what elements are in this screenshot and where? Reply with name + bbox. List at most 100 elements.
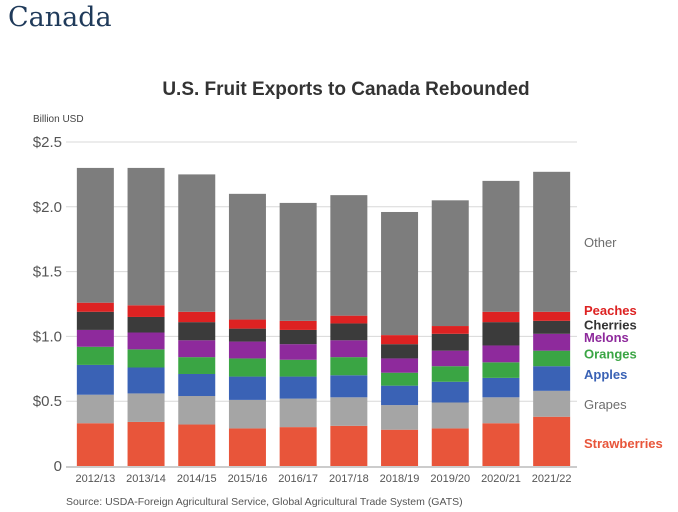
legend-label: Melons [584, 330, 629, 345]
bar-segment [381, 335, 419, 345]
y-tick-label: $0.5 [33, 393, 62, 410]
bar-segment [228, 376, 266, 400]
bar-segment [279, 398, 317, 428]
bar-segment [381, 358, 419, 373]
bar-segment [533, 320, 571, 334]
bar-segment [228, 428, 266, 466]
legend-label: Strawberries [584, 436, 663, 451]
bar-segment [330, 375, 368, 398]
x-tick-label: 2020/21 [481, 473, 521, 485]
bar-segment [178, 373, 216, 397]
x-tick-label: 2019/20 [430, 473, 470, 485]
bar-segment [431, 200, 469, 327]
bar-stack [533, 171, 571, 466]
bar-segment [431, 326, 469, 334]
bar-segment [431, 402, 469, 429]
y-axis-label: Billion USD [33, 114, 84, 125]
bar-segment [279, 202, 317, 321]
bar-stack [482, 180, 520, 466]
x-tick-label: 2012/13 [75, 473, 115, 485]
bar-segment [127, 393, 165, 422]
y-tick-label: $1.0 [33, 328, 62, 345]
bar-segment [533, 333, 571, 351]
bar-stack [228, 193, 266, 466]
bar-segment [228, 319, 266, 329]
bar-segment [228, 193, 266, 320]
bar-segment [330, 425, 368, 466]
bar-segment [279, 344, 317, 360]
bar-stack [178, 174, 216, 466]
bar-segment [178, 322, 216, 341]
bar-segment [127, 305, 165, 317]
y-axis-ticks: 0 $0.5 $1.0 $1.5 $2.0 $2.5 [33, 134, 62, 475]
legend-label: Cherries [584, 317, 637, 332]
bar-segment [127, 316, 165, 333]
bar-segment [127, 332, 165, 350]
bars [76, 167, 571, 466]
bar-stack [76, 167, 114, 466]
x-tick-label: 2017/18 [329, 473, 369, 485]
x-tick-label: 2018/19 [380, 473, 420, 485]
x-axis-ticks: 2012/13 2013/14 2014/15 2015/16 2016/17 2017/… [75, 473, 571, 485]
legend-label: Peaches [584, 303, 637, 318]
bar-stack [127, 167, 165, 466]
legend-label: Apples [584, 367, 627, 382]
bar-segment [482, 180, 520, 312]
bar-segment [228, 341, 266, 359]
bar-segment [76, 329, 114, 347]
bar-stack [279, 202, 317, 466]
bar-segment [533, 350, 571, 367]
bar-segment [482, 362, 520, 378]
bar-segment [381, 372, 419, 386]
y-tick-label: $2.5 [33, 134, 62, 151]
bar-segment [279, 427, 317, 466]
bar-segment [482, 397, 520, 424]
bar-segment [482, 322, 520, 346]
bar-segment [533, 171, 571, 312]
chart-title: U.S. Fruit Exports to Canada Rebounded [162, 79, 529, 100]
bar-segment [279, 320, 317, 330]
bar-segment [381, 211, 419, 336]
bar-segment [178, 357, 216, 374]
bar-segment [431, 381, 469, 403]
bar-segment [533, 311, 571, 321]
bar-segment [127, 349, 165, 368]
y-tick-label: 0 [54, 458, 62, 475]
bar-segment [381, 429, 419, 466]
bar-segment [76, 423, 114, 466]
bar-segment [76, 364, 114, 395]
bar-segment [228, 358, 266, 377]
bar-segment [330, 315, 368, 324]
source-note: Source: USDA-Foreign Agricultural Servic… [66, 496, 463, 508]
x-tick-label: 2021/22 [532, 473, 572, 485]
bar-segment [76, 346, 114, 365]
bar-segment [330, 340, 368, 358]
bar-segment [228, 328, 266, 342]
bar-segment [279, 359, 317, 377]
bar-stack [431, 200, 469, 466]
bar-stack [381, 211, 419, 466]
bar-segment [431, 333, 469, 351]
bar-segment [533, 390, 571, 417]
bar-segment [178, 424, 216, 466]
bar-segment [533, 416, 571, 466]
y-tick-label: $2.0 [33, 199, 62, 216]
bar-stack [330, 195, 368, 466]
y-tick-label: $1.5 [33, 264, 62, 281]
legend-label: Other [584, 235, 617, 250]
legend-label: Oranges [584, 346, 637, 361]
bar-segment [178, 174, 216, 312]
bar-segment [76, 311, 114, 330]
bar-segment [431, 366, 469, 382]
bar-segment [482, 423, 520, 466]
bar-segment [127, 421, 165, 466]
bar-segment [228, 399, 266, 429]
x-tick-label: 2013/14 [126, 473, 166, 485]
bar-segment [482, 311, 520, 323]
bar-segment [482, 377, 520, 398]
bar-segment [482, 345, 520, 363]
x-tick-label: 2016/17 [278, 473, 318, 485]
bar-segment [431, 428, 469, 466]
legend: Strawberries Grapes Apples OrangesMelonsChe… [584, 235, 663, 451]
x-tick-label: 2015/16 [228, 473, 268, 485]
